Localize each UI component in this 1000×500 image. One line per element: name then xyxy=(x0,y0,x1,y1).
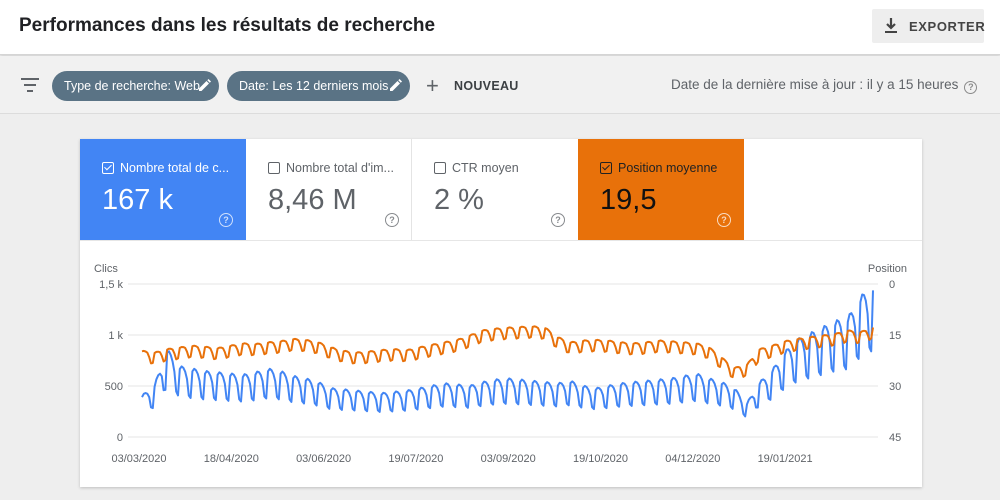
pencil-icon[interactable] xyxy=(198,79,211,92)
x-tick-label: 03/06/2020 xyxy=(296,453,351,465)
metric-value: 19,5 xyxy=(600,184,657,216)
checkbox-unchecked[interactable] xyxy=(268,162,280,174)
last-update-text: Date de la dernière mise à jour : il y a… xyxy=(671,77,959,92)
checkbox-checked[interactable] xyxy=(102,162,114,174)
metric-total-clicks[interactable]: Nombre total de c... 167 k ? xyxy=(80,139,246,240)
new-filter-button[interactable]: + NOUVEAU xyxy=(426,74,519,98)
left-axis-title: Clics xyxy=(94,263,118,275)
help-circle-icon[interactable]: ? xyxy=(385,213,399,227)
metric-average-position[interactable]: Position moyenne 19,5 ? xyxy=(578,139,744,240)
search-type-chip[interactable]: Type de recherche: Web xyxy=(52,71,219,101)
x-tick-label: 19/01/2021 xyxy=(758,453,813,465)
download-icon xyxy=(885,18,897,33)
x-tick-label: 19/07/2020 xyxy=(388,453,443,465)
x-tick-label: 03/09/2020 xyxy=(481,453,536,465)
metric-header: Nombre total d'im... xyxy=(268,161,394,175)
metric-label: Position moyenne xyxy=(618,161,718,175)
last-update-info: Date de la dernière mise à jour : il y a… xyxy=(671,77,978,94)
y-right-tick-label: 30 xyxy=(889,381,901,393)
performance-card: Nombre total de c... 167 k ? Nombre tota… xyxy=(80,139,922,487)
x-tick-label: 18/04/2020 xyxy=(204,453,259,465)
export-label: EXPORTER xyxy=(909,19,986,34)
y-right-tick-label: 45 xyxy=(889,432,901,444)
date-range-chip[interactable]: Date: Les 12 derniers mois xyxy=(227,71,410,101)
chip-label: Type de recherche: Web xyxy=(64,79,200,93)
checkbox-checked[interactable] xyxy=(600,162,612,174)
metric-label: Nombre total de c... xyxy=(120,161,230,175)
x-tick-label: 03/03/2020 xyxy=(111,453,166,465)
metric-header: CTR moyen xyxy=(434,161,519,175)
help-circle-icon[interactable]: ? xyxy=(964,81,978,94)
metric-header: Nombre total de c... xyxy=(102,161,229,175)
x-tick-label: 04/12/2020 xyxy=(665,453,720,465)
y-left-tick-label: 500 xyxy=(105,381,123,393)
top-bar: Performances dans les résultats de reche… xyxy=(0,0,1000,55)
clicks-series-line xyxy=(141,290,874,418)
y-left-tick-label: 0 xyxy=(117,432,123,444)
export-button[interactable]: EXPORTER xyxy=(872,9,986,43)
checkbox-unchecked[interactable] xyxy=(434,162,446,174)
y-left-tick-label: 1,5 k xyxy=(99,279,123,291)
chart-labels: Clics Position 1,5 k 0 1 k 15 500 30 0 45 03/03/… xyxy=(94,263,907,465)
position-series-line xyxy=(141,325,874,379)
metric-label: Nombre total d'im... xyxy=(286,161,394,175)
pencil-icon[interactable] xyxy=(389,79,402,92)
page-title: Performances dans les résultats de reche… xyxy=(19,15,436,36)
new-filter-label: NOUVEAU xyxy=(454,79,519,93)
chart-grid xyxy=(128,283,878,438)
right-axis-title: Position xyxy=(868,263,907,275)
help-circle-icon[interactable]: ? xyxy=(551,213,565,227)
help-circle-icon[interactable]: ? xyxy=(219,213,233,227)
chip-label: Date: Les 12 derniers mois xyxy=(239,79,389,93)
metric-value: 8,46 M xyxy=(268,184,357,216)
x-tick-label: 19/10/2020 xyxy=(573,453,628,465)
metric-total-impressions[interactable]: Nombre total d'im... 8,46 M ? xyxy=(246,139,412,240)
metric-value: 167 k xyxy=(102,184,173,216)
card-divider xyxy=(80,240,922,241)
metric-average-ctr[interactable]: CTR moyen 2 % ? xyxy=(412,139,578,240)
chart-series xyxy=(141,290,874,418)
metric-label: CTR moyen xyxy=(452,161,519,175)
metric-header: Position moyenne xyxy=(600,161,717,175)
plus-icon: + xyxy=(426,73,439,98)
help-circle-icon[interactable]: ? xyxy=(717,213,731,227)
y-right-tick-label: 15 xyxy=(889,330,901,342)
performance-chart: Clics Position 1,5 k 0 1 k 15 500 30 0 45 03/03/… xyxy=(94,263,907,465)
y-right-tick-label: 0 xyxy=(889,279,895,291)
metric-value: 2 % xyxy=(434,184,484,216)
filter-bar: Type de recherche: Web Date: Les 12 dern… xyxy=(0,56,1000,114)
y-left-tick-label: 1 k xyxy=(108,330,123,342)
filter-list-icon[interactable] xyxy=(21,78,39,92)
